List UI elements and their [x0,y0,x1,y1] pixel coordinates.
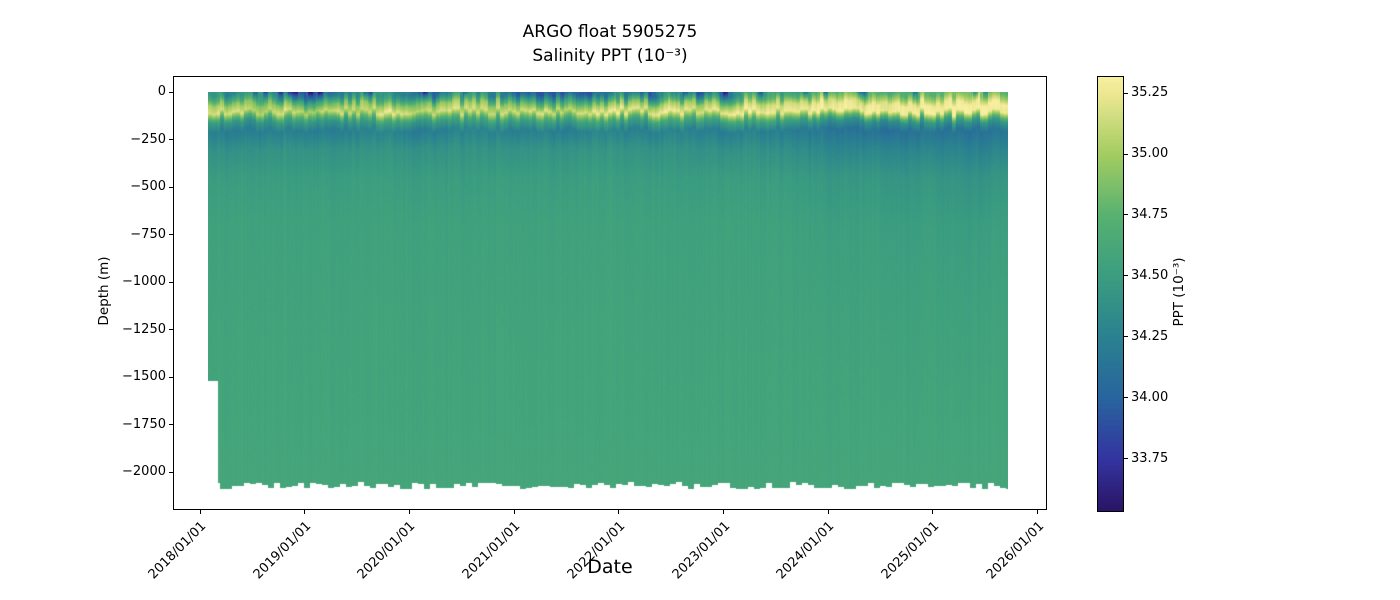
y-tick [169,424,173,425]
y-tick-label: −1000 [122,274,166,289]
colorbar-tick [1124,458,1128,460]
x-tick [304,510,306,514]
x-tick [932,510,934,514]
y-tick [169,471,173,473]
x-tick [513,510,515,514]
y-tick [169,91,173,93]
colorbar-gradient [1098,77,1123,511]
plot-area [173,76,1047,510]
y-tick [169,376,173,378]
y-tick [169,281,173,283]
colorbar-tick [1124,214,1128,216]
colorbar-tick [1124,92,1128,94]
colorbar-tick-label: 34.75 [1131,206,1169,222]
y-tick [169,139,173,140]
y-tick [169,186,173,188]
colorbar-tick-label: 35.00 [1131,146,1169,162]
y-tick-label: −1500 [122,369,166,384]
colorbar-tick-label: 33.75 [1131,450,1169,466]
figure-subtitle: Salinity PPT (10⁻³) [532,46,688,66]
colorbar-tick-label: 34.50 [1131,267,1169,283]
colorbar-tick-label: 35.25 [1131,85,1169,101]
x-tick [827,510,829,514]
y-tick-label: −1250 [122,321,166,337]
x-tick [1037,510,1039,514]
colorbar-tick-label: 34.00 [1131,389,1169,405]
colorbar-tick [1124,275,1128,277]
salinity-heatmap [208,92,1008,492]
y-tick-label: −2000 [122,464,166,479]
colorbar-tick [1124,153,1128,155]
colorbar-tick-label: 34.25 [1131,328,1169,344]
x-tick [408,510,410,514]
y-tick [169,329,173,330]
colorbar [1097,76,1124,512]
y-tick-label: 0 [157,84,166,99]
x-tick [199,510,201,514]
colorbar-tick [1124,336,1128,338]
y-tick-label: −500 [130,179,166,194]
x-tick [618,510,620,514]
colorbar-tick [1124,397,1128,399]
y-tick-label: −1750 [122,416,166,432]
x-tick [723,510,724,514]
y-tick-label: −250 [130,131,166,147]
x-axis-label: Date [587,556,633,578]
y-tick [169,234,173,235]
figure-title: ARGO float 5905275 [522,22,698,42]
y-tick-label: −750 [130,226,166,242]
